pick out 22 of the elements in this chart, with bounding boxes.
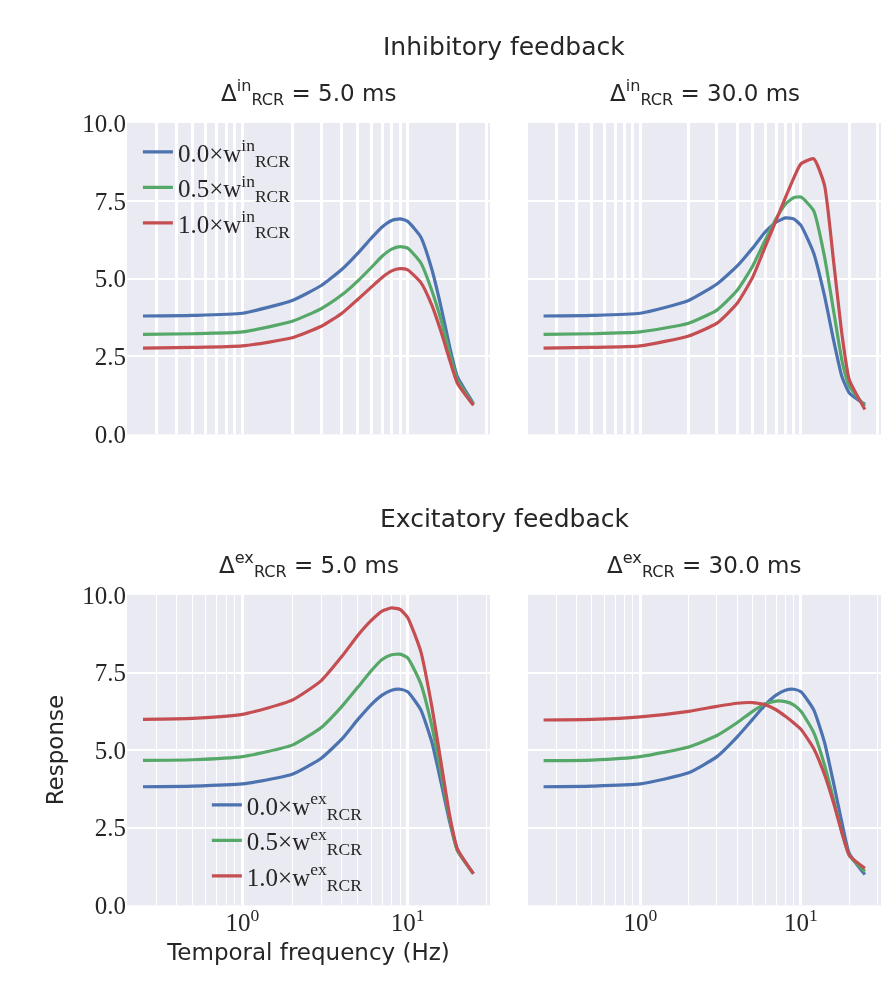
y-tick-label: 7.5 [94, 187, 126, 215]
text: Excitatory feedback [380, 504, 630, 533]
text: Inhibitory feedback [383, 32, 626, 61]
y-tick-label: 2.5 [94, 814, 126, 842]
x-axis-title: Temporal frequency (Hz) [166, 938, 450, 965]
y-tick-label: 10.0 [82, 109, 126, 137]
y-axis-title: Response [41, 694, 68, 806]
y-tick-label: 0.0 [94, 892, 126, 920]
x-tick-label: 10$^{0}$ [225, 904, 260, 937]
x-tick-label: 10$^{0}$ [623, 904, 658, 937]
x-tick-label: 10$^{1}$ [784, 904, 818, 937]
y-tick-label: 5.0 [94, 736, 126, 764]
y-tick-label: 2.5 [94, 343, 126, 371]
y-tick-label: 7.5 [94, 659, 126, 687]
y-tick-label: 0.0 [94, 421, 126, 449]
chart-title: Δ$^{ex}$$_{RCR}$ = 30.0 ms [607, 548, 802, 582]
chart-title: Δ$^{in}$$_{RCR}$ = 5.0 ms [221, 76, 397, 110]
y-tick-label: 10.0 [82, 581, 126, 609]
y-tick-label: 5.0 [94, 265, 126, 293]
x-tick-label: 10$^{1}$ [390, 904, 425, 937]
chart-title: Δ$^{in}$$_{RCR}$ = 30.0 ms [610, 76, 801, 110]
chart-title: Δ$^{ex}$$_{RCR}$ = 5.0 ms [219, 548, 399, 582]
